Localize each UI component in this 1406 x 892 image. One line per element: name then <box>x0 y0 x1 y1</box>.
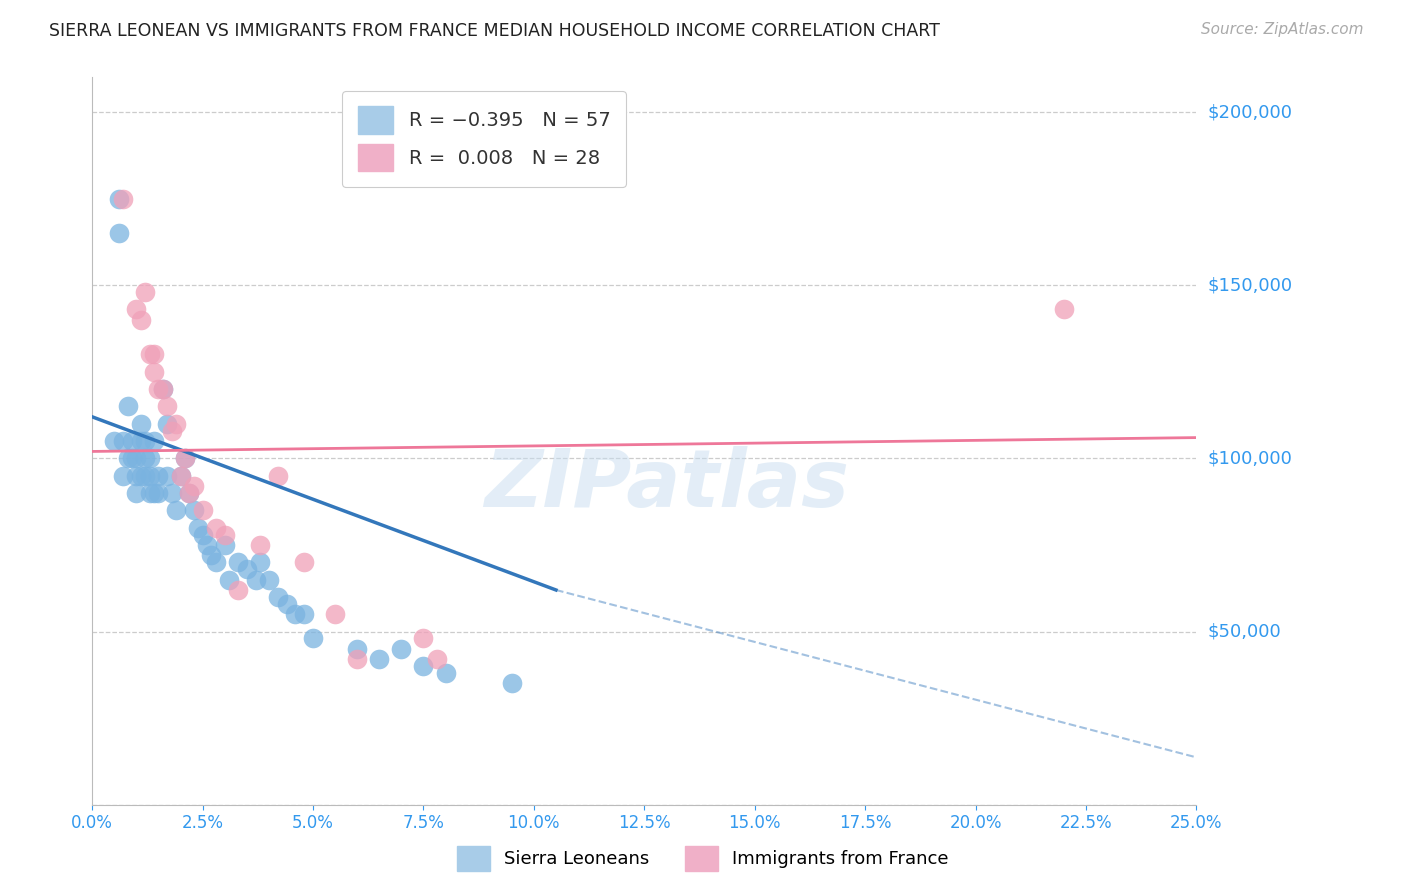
Point <box>129 468 152 483</box>
Point <box>152 382 174 396</box>
Point <box>179 486 201 500</box>
Point <box>148 382 170 396</box>
Point <box>205 521 228 535</box>
Point <box>226 555 249 569</box>
Legend: R = −0.395   N = 57, R =  0.008   N = 28: R = −0.395 N = 57, R = 0.008 N = 28 <box>343 91 626 186</box>
Point <box>236 562 259 576</box>
Point <box>125 302 148 317</box>
Legend: Sierra Leoneans, Immigrants from France: Sierra Leoneans, Immigrants from France <box>450 838 956 879</box>
Point <box>434 666 457 681</box>
Point <box>112 468 135 483</box>
Point <box>346 652 368 666</box>
Point <box>143 365 166 379</box>
Point <box>174 451 197 466</box>
Point <box>187 521 209 535</box>
Point <box>152 382 174 396</box>
Text: $200,000: $200,000 <box>1208 103 1292 121</box>
Text: SIERRA LEONEAN VS IMMIGRANTS FROM FRANCE MEDIAN HOUSEHOLD INCOME CORRELATION CHA: SIERRA LEONEAN VS IMMIGRANTS FROM FRANCE… <box>49 22 941 40</box>
Point <box>169 468 191 483</box>
Point <box>214 527 236 541</box>
Point <box>165 417 187 431</box>
Point <box>129 434 152 448</box>
Point <box>183 503 205 517</box>
Point <box>249 538 271 552</box>
Point <box>249 555 271 569</box>
Point <box>112 434 135 448</box>
Point <box>218 573 240 587</box>
Point <box>143 434 166 448</box>
Point <box>266 468 288 483</box>
Point <box>266 590 288 604</box>
Text: $100,000: $100,000 <box>1208 450 1292 467</box>
Point <box>257 573 280 587</box>
Point <box>143 347 166 361</box>
Text: ZIPatlas: ZIPatlas <box>484 446 849 524</box>
Point <box>148 468 170 483</box>
Point <box>179 486 201 500</box>
Point <box>276 597 298 611</box>
Point <box>389 641 412 656</box>
Point <box>121 451 143 466</box>
Point <box>183 479 205 493</box>
Point <box>143 486 166 500</box>
Point <box>129 313 152 327</box>
Point <box>134 451 156 466</box>
Point <box>156 400 179 414</box>
Point <box>346 641 368 656</box>
Point <box>302 632 325 646</box>
Point <box>134 434 156 448</box>
Point <box>156 417 179 431</box>
Point <box>323 607 346 622</box>
Text: $150,000: $150,000 <box>1208 277 1292 294</box>
Point <box>129 417 152 431</box>
Point <box>501 676 523 690</box>
Point <box>195 538 218 552</box>
Point <box>426 652 449 666</box>
Point <box>169 468 191 483</box>
Point <box>148 486 170 500</box>
Point <box>138 451 160 466</box>
Point <box>200 549 222 563</box>
Text: Source: ZipAtlas.com: Source: ZipAtlas.com <box>1201 22 1364 37</box>
Point <box>112 192 135 206</box>
Point <box>125 468 148 483</box>
Point <box>412 632 434 646</box>
Text: $50,000: $50,000 <box>1208 623 1281 640</box>
Point <box>165 503 187 517</box>
Point <box>134 285 156 300</box>
Point <box>226 582 249 597</box>
Point <box>117 451 139 466</box>
Point <box>214 538 236 552</box>
Point <box>107 227 129 241</box>
Point <box>156 468 179 483</box>
Point <box>1053 302 1076 317</box>
Point <box>368 652 391 666</box>
Point <box>245 573 267 587</box>
Point <box>138 468 160 483</box>
Point <box>191 503 214 517</box>
Point <box>292 607 315 622</box>
Point <box>174 451 197 466</box>
Point <box>160 486 183 500</box>
Point <box>117 400 139 414</box>
Point <box>121 434 143 448</box>
Point <box>103 434 125 448</box>
Point <box>412 659 434 673</box>
Point <box>134 468 156 483</box>
Point <box>138 347 160 361</box>
Point <box>191 527 214 541</box>
Point <box>205 555 228 569</box>
Point <box>125 486 148 500</box>
Point <box>138 486 160 500</box>
Point <box>107 192 129 206</box>
Point <box>292 555 315 569</box>
Point <box>284 607 307 622</box>
Point <box>160 424 183 438</box>
Point <box>125 451 148 466</box>
